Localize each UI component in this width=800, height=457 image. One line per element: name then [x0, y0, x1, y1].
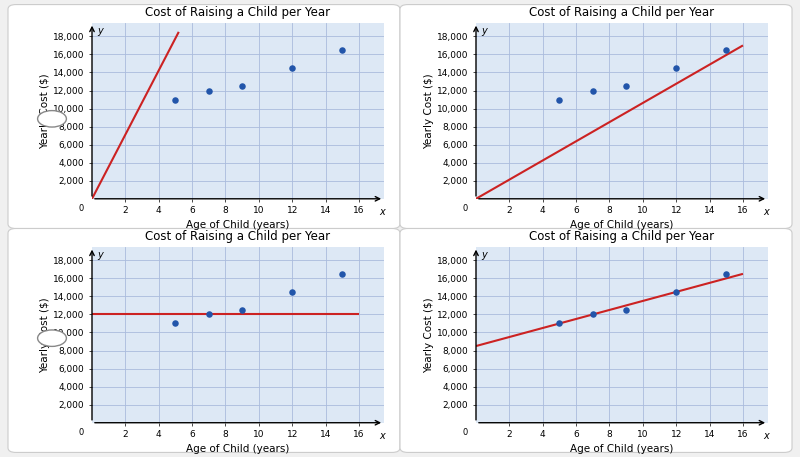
Point: [553, 320, 566, 327]
Point: [202, 87, 215, 94]
Text: 0: 0: [78, 428, 84, 437]
Point: [236, 306, 249, 314]
Point: [336, 270, 349, 277]
Point: [586, 311, 599, 318]
Point: [720, 46, 733, 53]
Point: [670, 288, 682, 296]
Point: [586, 87, 599, 94]
Y-axis label: Yearly Cost ($): Yearly Cost ($): [40, 73, 50, 149]
X-axis label: Age of Child (years): Age of Child (years): [186, 444, 290, 453]
Text: y: y: [481, 250, 486, 260]
Point: [286, 288, 298, 296]
Text: 0: 0: [462, 428, 468, 437]
Text: 0: 0: [78, 204, 84, 213]
Text: x: x: [380, 431, 386, 441]
Point: [620, 82, 633, 90]
Point: [236, 82, 249, 90]
Text: x: x: [764, 207, 770, 217]
X-axis label: Age of Child (years): Age of Child (years): [186, 220, 290, 229]
Y-axis label: Yearly Cost ($): Yearly Cost ($): [424, 73, 434, 149]
Point: [202, 311, 215, 318]
Y-axis label: Yearly Cost ($): Yearly Cost ($): [424, 297, 434, 372]
Title: Cost of Raising a Child per Year: Cost of Raising a Child per Year: [530, 6, 714, 19]
Point: [169, 320, 182, 327]
Point: [169, 96, 182, 103]
Text: 0: 0: [462, 204, 468, 213]
Title: Cost of Raising a Child per Year: Cost of Raising a Child per Year: [146, 6, 330, 19]
X-axis label: Age of Child (years): Age of Child (years): [570, 444, 674, 453]
Point: [720, 270, 733, 277]
Point: [336, 46, 349, 53]
X-axis label: Age of Child (years): Age of Child (years): [570, 220, 674, 229]
Point: [670, 64, 682, 72]
Text: y: y: [97, 27, 102, 37]
Text: x: x: [764, 431, 770, 441]
Y-axis label: Yearly Cost ($): Yearly Cost ($): [40, 297, 50, 372]
Title: Cost of Raising a Child per Year: Cost of Raising a Child per Year: [146, 230, 330, 243]
Point: [553, 96, 566, 103]
Text: x: x: [380, 207, 386, 217]
Title: Cost of Raising a Child per Year: Cost of Raising a Child per Year: [530, 230, 714, 243]
Point: [620, 306, 633, 314]
Text: y: y: [481, 27, 486, 37]
Text: y: y: [97, 250, 102, 260]
Point: [286, 64, 298, 72]
